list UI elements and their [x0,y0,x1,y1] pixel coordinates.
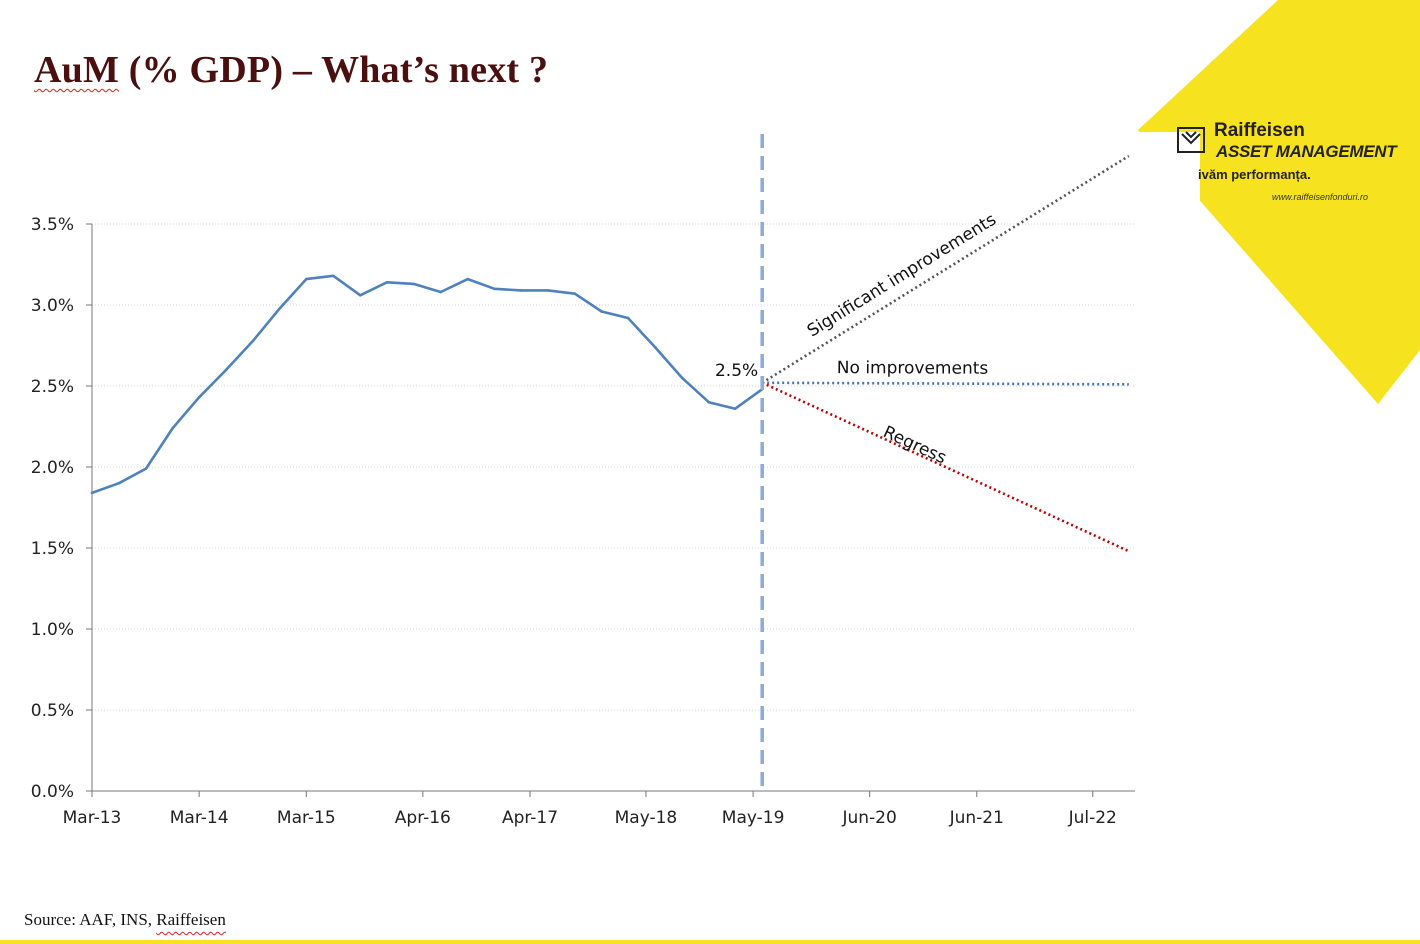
y-tick-label: 0.0% [31,782,74,802]
y-tick-label: 1.0% [31,620,74,640]
raiffeisen-logo: Raiffeisen ASSET MANAGEMENT ivăm perform… [1176,120,1416,210]
data-point [680,376,684,380]
raiffeisen-gable-cross-icon [1177,127,1205,153]
y-tick-label: 3.5% [31,215,74,235]
x-tick-label: Jul-22 [1068,808,1117,828]
bottom-yellow-bar [0,940,1420,944]
y-tick-label: 2.0% [31,458,74,478]
data-point [197,396,201,399]
data-point [359,293,362,297]
data-point [733,407,737,410]
data-point [171,426,175,430]
marker-layer: 2.5% [715,134,764,786]
scenario-line [761,381,1130,553]
x-tick-label: Mar-15 [277,808,336,828]
logo-slogan: ivăm performanța. [1198,167,1311,182]
data-point [224,368,228,372]
series-layer [90,274,764,495]
data-point [653,345,657,349]
data-point [573,292,577,295]
data-point [278,306,282,310]
scenario-line [761,154,1130,384]
data-point [466,277,470,281]
logo-url: www.raiffeisenfonduri.ro [1272,192,1369,202]
data-point [332,274,335,278]
x-tick-label: Apr-17 [502,808,558,828]
data-point [626,316,630,320]
logo-name: Raiffeisen [1214,120,1305,141]
source-prefix: Source: AAF, INS, [24,910,157,929]
logo-subtitle: ASSET MANAGEMENT [1216,142,1397,161]
title-aum-word: AuM [34,49,120,91]
y-tick-label: 2.5% [31,377,74,397]
scenario-label: No improvements [837,358,989,379]
x-tick-label: May-19 [722,808,785,828]
x-tick-label: Apr-16 [395,808,451,828]
scenario-line [762,381,1129,386]
slide-title: AuM (% GDP) – What’s next ? [34,48,548,92]
title-rest: (% GDP) – What’s next ? [119,49,549,91]
series-line [91,274,763,495]
x-tick-label: Mar-14 [170,808,229,828]
data-point [493,287,496,291]
data-point [385,281,389,284]
data-point [546,289,550,292]
chart-area-background [0,132,1200,902]
data-point [90,491,94,495]
x-tick-label: Jun-20 [841,808,896,828]
data-point [251,339,255,342]
data-point [412,282,416,286]
data-point [304,277,308,281]
y-tick-label: 0.5% [31,701,74,721]
axes: 0.0% 0.5% 1.0% 1.5% 2.0% 2.5% 3.0% 3.5% Mar-13 Ma… [31,215,1135,828]
current-value-label: 2.5% [715,361,758,381]
y-tick-label: 1.5% [31,539,74,559]
x-tick-label: Mar-13 [63,808,122,828]
data-point [600,310,603,313]
x-tick-label: Jun-21 [949,808,1004,828]
data-point [707,400,711,404]
data-point [144,467,148,470]
x-tick-label: May-18 [615,808,678,828]
data-point [117,481,121,485]
data-point [439,290,443,294]
source-raiffeisen: Raiffeisen [156,910,226,929]
data-point [519,289,523,292]
y-tick-label: 3.0% [31,296,74,316]
source-note: Source: AAF, INS, Raiffeisen [24,910,226,930]
